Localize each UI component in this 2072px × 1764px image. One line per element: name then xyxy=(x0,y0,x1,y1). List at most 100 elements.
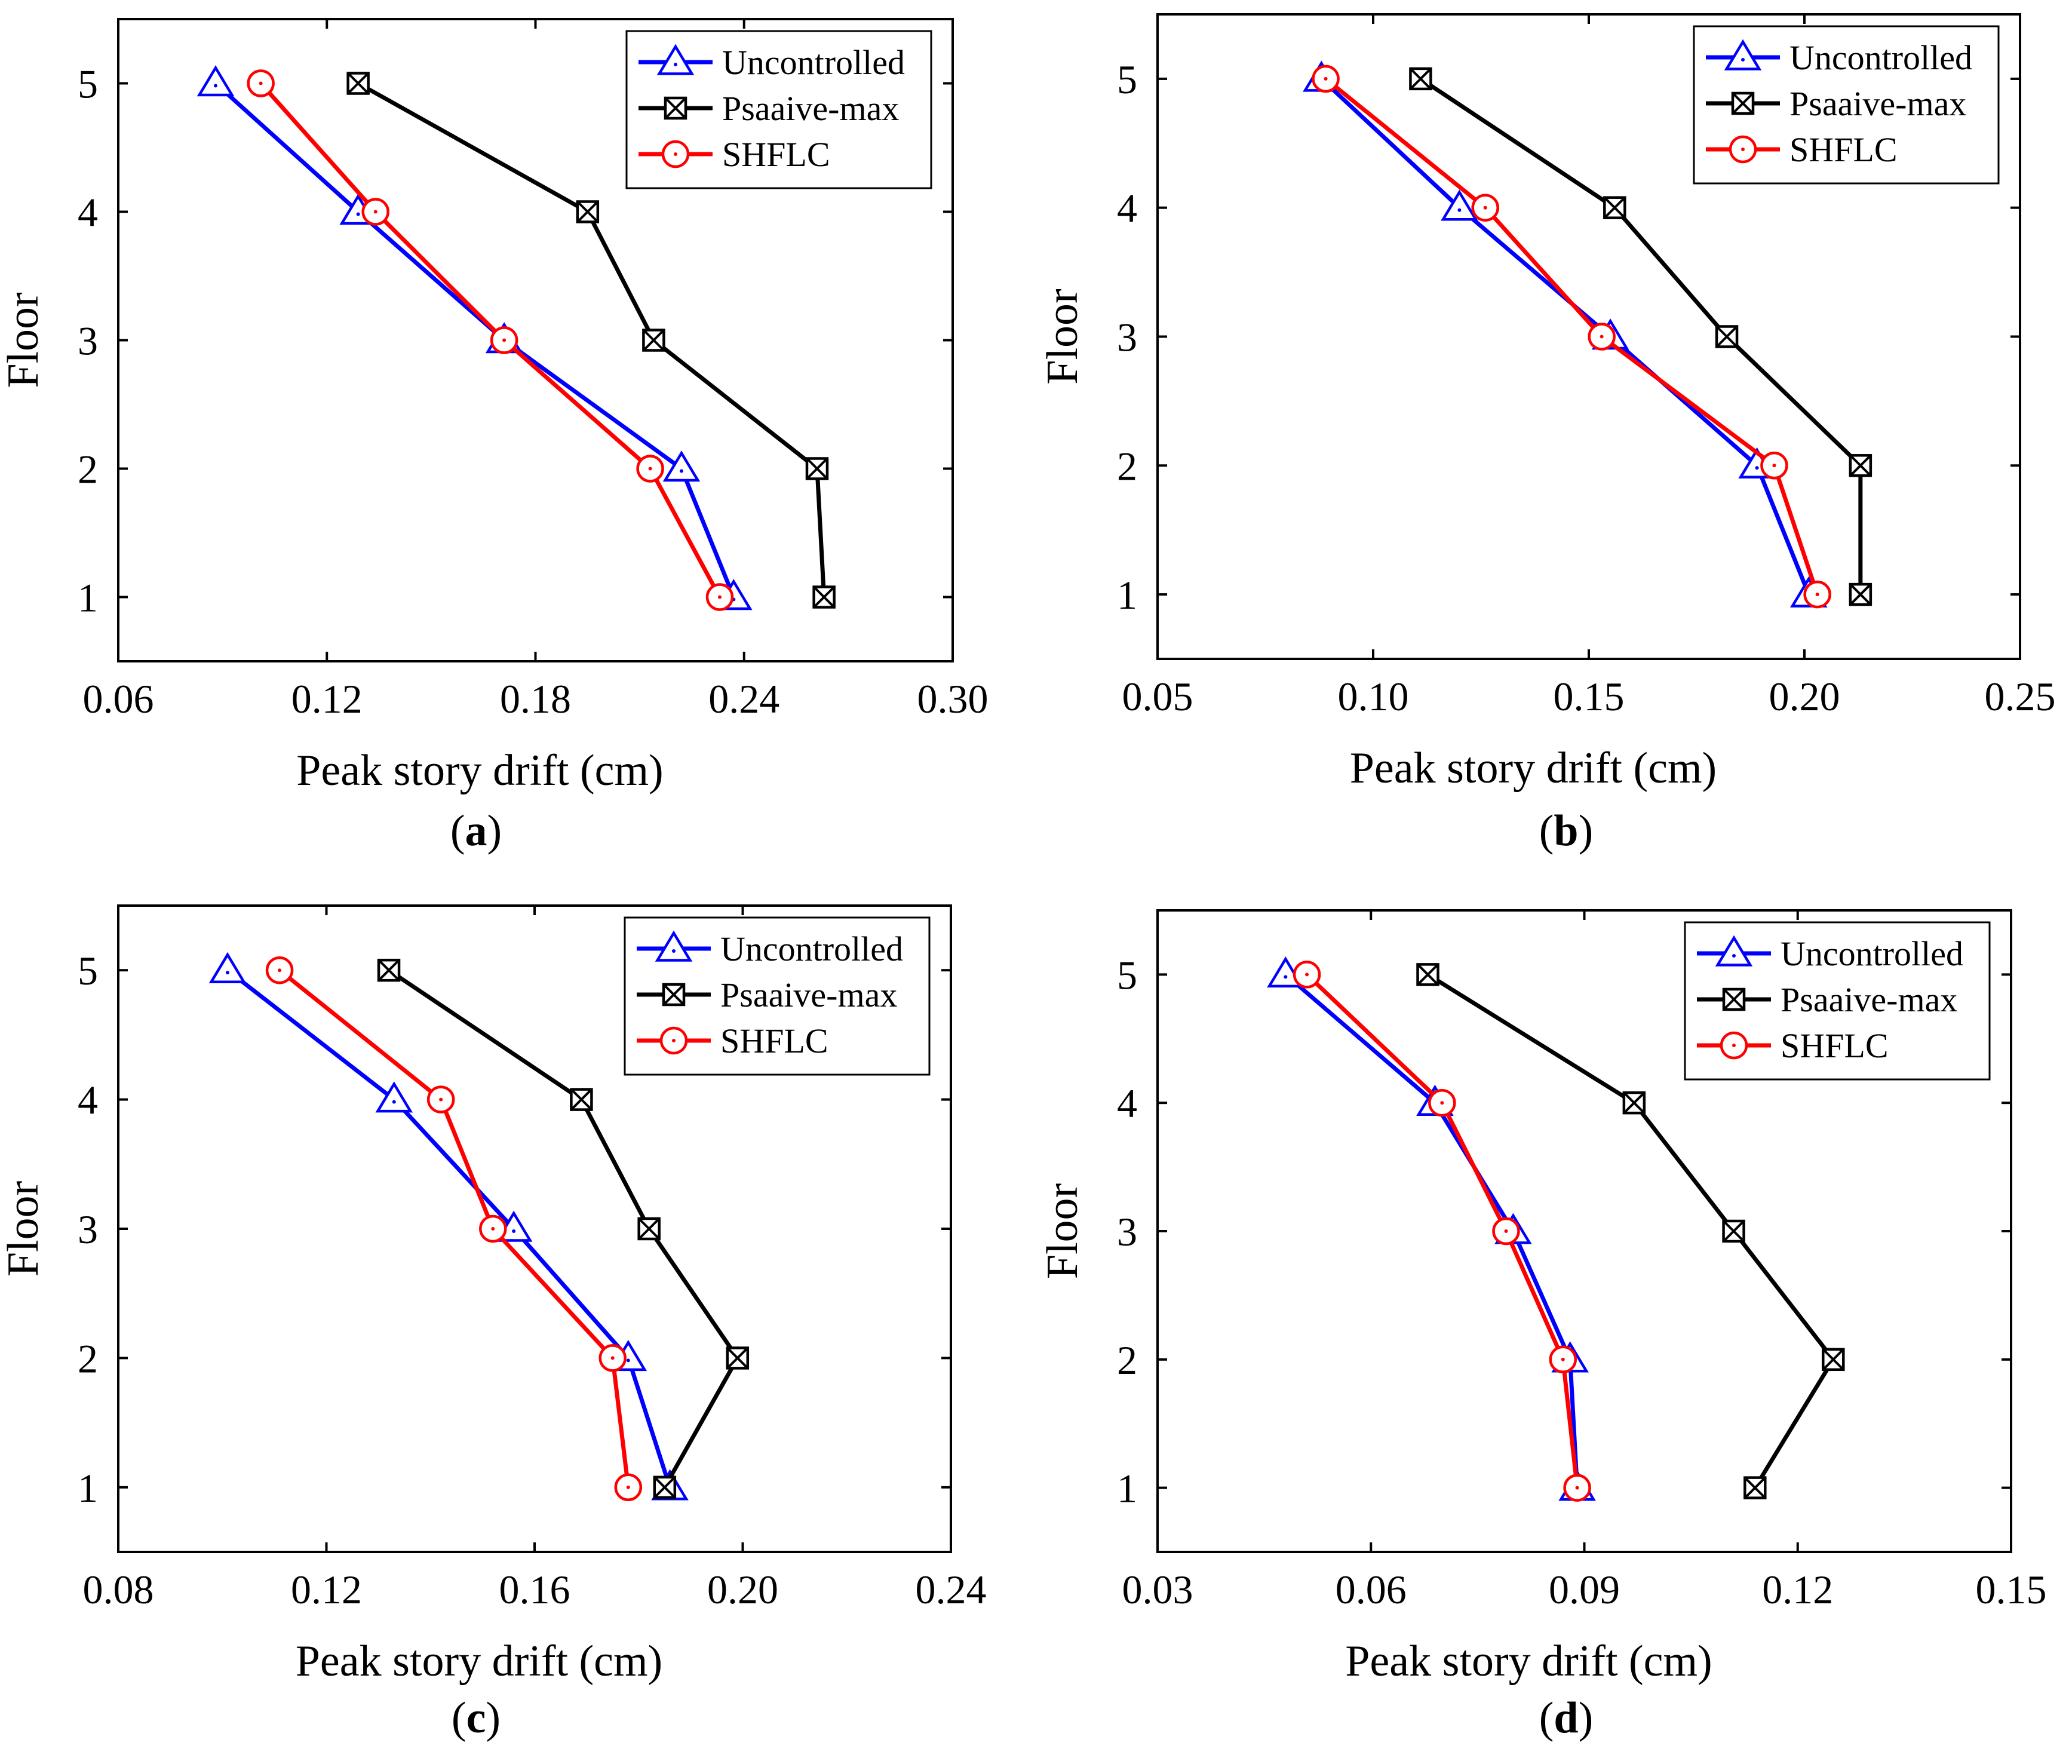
legend: Uncontrolled Psaaive-max SHFLC xyxy=(625,30,932,189)
data-point-psaaive-max-x2 xyxy=(806,458,828,480)
data-point-shflc-dot xyxy=(491,1227,495,1231)
series-shflc xyxy=(1293,961,1591,1502)
x-tick-label: 0.12 xyxy=(1762,1567,1833,1612)
data-point-shflc-dot xyxy=(259,81,263,85)
caption-open-paren: ( xyxy=(1539,1694,1554,1742)
legend-marker-psaaive-max-x2 xyxy=(664,97,687,119)
data-point-psaaive-max xyxy=(642,329,665,352)
y-tick-label: 5 xyxy=(1117,57,1137,102)
x-tick-label: 0.05 xyxy=(1122,674,1193,719)
legend-label-psaaive-max: Psaaive-max xyxy=(1781,980,1957,1019)
series-line-uncontrolled xyxy=(1284,972,1580,1488)
data-point-shflc-dot xyxy=(373,210,377,214)
y-axis-title: Floor xyxy=(0,292,48,388)
data-point-psaaive-max-x2 xyxy=(1849,583,1872,606)
panel-caption: (a) xyxy=(450,806,502,855)
data-point-shflc-dot xyxy=(1575,1486,1579,1490)
y-tick-label: 4 xyxy=(1117,1081,1137,1126)
x-tick-label: 0.20 xyxy=(1769,674,1840,719)
legend-marker-psaaive-max-x2 xyxy=(1723,988,1745,1011)
data-point-psaaive-max xyxy=(1622,1091,1646,1115)
caption-letter: a xyxy=(465,806,487,855)
legend-marker-uncontrolled xyxy=(1715,935,1753,967)
legend-marker-psaaive-max xyxy=(1722,987,1746,1011)
y-tick-label: 5 xyxy=(78,948,98,993)
x-tick-label: 0.15 xyxy=(1976,1567,2047,1612)
y-tick-label: 4 xyxy=(78,1078,98,1123)
data-point-shflc-dot xyxy=(1561,1357,1565,1361)
caption-open-paren: ( xyxy=(1539,806,1554,855)
series-shflc xyxy=(247,69,734,611)
y-tick-label: 3 xyxy=(1117,1209,1137,1254)
chart-panel-d: 0.03 0.06 0.09 0.12 0.15 1 2 3 4 5 Peak story drif… xyxy=(1038,909,2047,1742)
x-tick-label: 0.12 xyxy=(291,676,363,722)
data-point-uncontrolled xyxy=(662,450,701,482)
data-point-psaaive-max xyxy=(570,1088,593,1111)
data-point-psaaive-max-x2 xyxy=(1623,1091,1646,1114)
legend-marker-uncontrolled-dot xyxy=(1741,58,1745,62)
y-axis-title: Floor xyxy=(0,1181,48,1277)
x-axis-title: Peak story drift (cm) xyxy=(296,1637,662,1686)
data-point-shflc-dot xyxy=(1815,593,1819,597)
series-line-shflc xyxy=(278,968,631,1488)
data-point-shflc-dot xyxy=(439,1097,443,1102)
data-point-psaaive-max-x2 xyxy=(1603,197,1626,219)
x-tick-label: 0.06 xyxy=(83,676,154,722)
data-point-psaaive-max xyxy=(1603,196,1626,219)
data-point-psaaive-max xyxy=(812,585,836,609)
legend-label-psaaive-max: Psaaive-max xyxy=(720,975,897,1014)
x-tick-label: 0.12 xyxy=(291,1567,362,1612)
y-tick-label: 4 xyxy=(78,190,98,235)
data-point-psaaive-max-x2 xyxy=(1417,963,1439,986)
y-tick-label: 2 xyxy=(78,1336,98,1381)
data-point-psaaive-max-x2 xyxy=(377,959,400,981)
legend-marker-uncontrolled-dot xyxy=(1732,954,1736,958)
legend-marker-uncontrolled-dot xyxy=(672,949,676,953)
legend-label-psaaive-max: Psaaive-max xyxy=(1789,84,1966,123)
x-tick-label: 0.10 xyxy=(1338,674,1409,719)
data-point-uncontrolled-dot xyxy=(512,1229,516,1233)
data-point-shflc-dot xyxy=(718,595,722,599)
data-point-psaaive-max xyxy=(653,1475,677,1499)
y-tick-label: 1 xyxy=(78,1465,98,1511)
y-tick-label: 5 xyxy=(1117,952,1137,998)
caption-open-paren: ( xyxy=(450,806,465,855)
caption-close-paren: ) xyxy=(1579,1694,1594,1742)
data-point-psaaive-max xyxy=(805,457,829,480)
legend-label-uncontrolled: Uncontrolled xyxy=(1781,934,1963,973)
series-psaaive-max xyxy=(1416,963,1845,1499)
data-point-psaaive-max xyxy=(1715,325,1739,348)
data-point-psaaive-max xyxy=(1849,582,1873,606)
series-uncontrolled xyxy=(1267,956,1596,1501)
legend-marker-uncontrolled xyxy=(655,930,693,962)
x-tick-label: 0.03 xyxy=(1122,1567,1193,1612)
caption-close-paren: ) xyxy=(486,1694,501,1742)
data-point-psaaive-max-x2 xyxy=(570,1088,593,1111)
x-tick-label: 0.30 xyxy=(917,676,989,722)
y-tick-label: 5 xyxy=(78,62,98,107)
data-point-psaaive-max xyxy=(637,1217,661,1241)
legend-marker-uncontrolled xyxy=(656,44,695,75)
y-tick-label: 2 xyxy=(1117,443,1137,489)
x-axis-title: Peak story drift (cm) xyxy=(296,746,663,795)
series-uncontrolled xyxy=(208,952,689,1501)
legend-marker-shflc-dot xyxy=(1732,1044,1736,1047)
x-axis-title: Peak story drift (cm) xyxy=(1345,1637,1712,1686)
legend-marker-shflc-dot xyxy=(674,152,677,156)
x-tick-label: 0.20 xyxy=(707,1567,778,1612)
x-tick-label: 0.18 xyxy=(500,676,571,722)
data-point-shflc-dot xyxy=(1440,1101,1444,1105)
caption-open-paren: ( xyxy=(452,1694,466,1742)
x-tick-label: 0.06 xyxy=(1336,1567,1407,1612)
data-point-uncontrolled-dot xyxy=(1284,975,1288,979)
data-point-psaaive-max xyxy=(1409,67,1432,91)
series-shflc xyxy=(265,956,643,1502)
caption-close-paren: ) xyxy=(1579,806,1594,855)
x-tick-label: 0.16 xyxy=(499,1567,570,1612)
data-point-uncontrolled xyxy=(208,952,247,983)
data-point-uncontrolled xyxy=(197,65,235,97)
data-point-psaaive-max xyxy=(576,200,600,223)
legend-label-shflc: SHFLC xyxy=(720,1021,828,1060)
data-point-psaaive-max-x2 xyxy=(1410,68,1432,90)
